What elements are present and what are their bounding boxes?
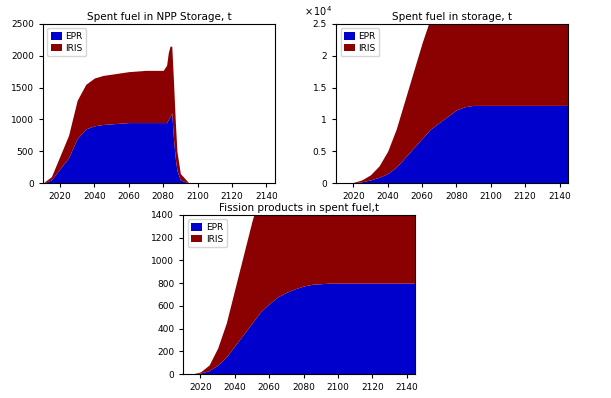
Title: Spent fuel in NPP Storage, t: Spent fuel in NPP Storage, t <box>87 12 231 22</box>
Text: $\times\,10^4$: $\times\,10^4$ <box>304 4 332 18</box>
Title: Fission products in spent fuel,t: Fission products in spent fuel,t <box>219 203 379 213</box>
Legend: EPR, IRIS: EPR, IRIS <box>340 28 379 57</box>
Title: Spent fuel in storage, t: Spent fuel in storage, t <box>392 12 512 22</box>
Legend: EPR, IRIS: EPR, IRIS <box>47 28 86 57</box>
Legend: EPR, IRIS: EPR, IRIS <box>188 219 227 248</box>
